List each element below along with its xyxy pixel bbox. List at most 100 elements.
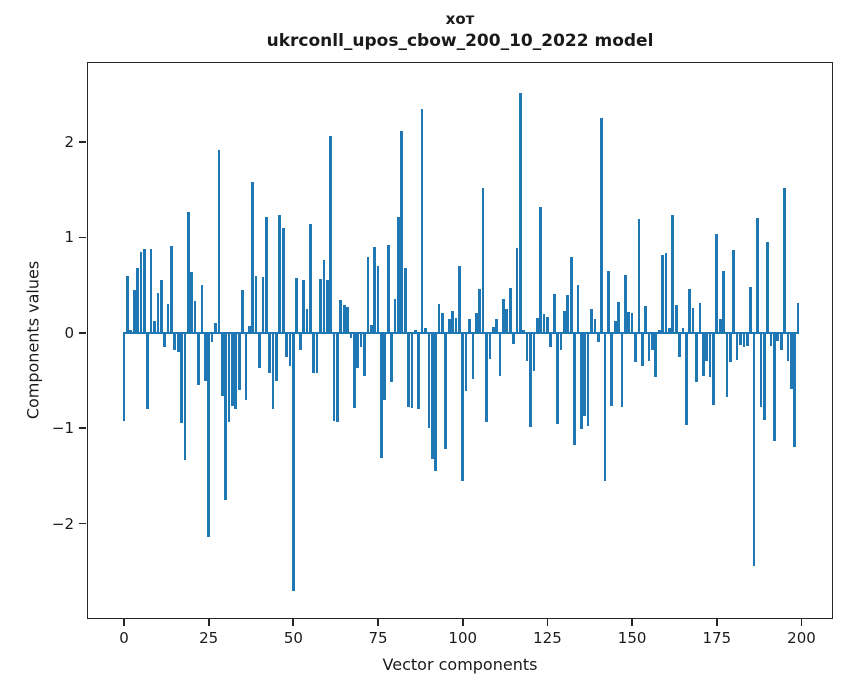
bar xyxy=(393,298,397,333)
bar xyxy=(220,332,224,396)
bar xyxy=(187,211,190,333)
bar xyxy=(749,287,753,333)
bar xyxy=(234,332,238,410)
bar xyxy=(729,332,732,363)
bar xyxy=(261,276,265,333)
bar xyxy=(783,187,786,333)
bar xyxy=(163,332,166,348)
y-tick-label: 0 xyxy=(64,323,74,342)
x-tick-label: 200 xyxy=(787,629,816,647)
bar xyxy=(386,245,390,333)
bar xyxy=(515,247,519,333)
y-tick-mark xyxy=(79,427,87,430)
bar xyxy=(342,305,346,333)
x-tick-label: 25 xyxy=(199,629,219,647)
bar xyxy=(701,332,705,376)
bar xyxy=(176,332,180,352)
title-line-2: ukrconll_upos_cbow_200_10_2022 model xyxy=(266,30,654,51)
bar xyxy=(376,266,380,333)
bar xyxy=(627,311,631,333)
bar xyxy=(725,332,729,397)
bar xyxy=(258,332,261,369)
x-tick-mark xyxy=(715,618,718,626)
y-tick-label: 1 xyxy=(64,228,74,247)
bar xyxy=(285,332,288,357)
bar xyxy=(678,332,681,357)
bar xyxy=(190,271,194,333)
bar xyxy=(603,332,607,481)
bar xyxy=(295,278,299,333)
bar xyxy=(430,332,434,459)
bar xyxy=(779,332,783,350)
bar xyxy=(573,332,576,446)
zero-baseline xyxy=(122,332,800,334)
bar xyxy=(126,275,129,333)
bar xyxy=(353,332,356,409)
x-tick-label: 75 xyxy=(368,629,388,647)
bar xyxy=(705,332,708,362)
bar xyxy=(745,332,749,347)
bar xyxy=(366,256,370,333)
bar xyxy=(447,319,451,333)
bar xyxy=(593,318,597,333)
bar xyxy=(789,332,793,390)
bar xyxy=(420,108,424,333)
bar xyxy=(569,256,573,333)
bar xyxy=(427,332,431,429)
bar xyxy=(579,332,583,430)
bar xyxy=(657,329,661,333)
y-tick-mark xyxy=(79,236,87,239)
bar xyxy=(518,92,522,333)
bar xyxy=(759,332,763,408)
bar xyxy=(417,332,421,410)
x-tick-label: 0 xyxy=(119,629,129,647)
bar xyxy=(468,318,471,333)
x-tick-label: 125 xyxy=(533,629,562,647)
x-tick-mark xyxy=(546,618,549,626)
bar xyxy=(292,332,295,592)
bar xyxy=(424,328,427,333)
bar xyxy=(156,292,160,333)
y-tick-mark xyxy=(79,141,87,144)
bar xyxy=(668,328,671,333)
bar xyxy=(180,332,183,424)
bar xyxy=(397,216,400,333)
bar xyxy=(522,329,526,333)
bar xyxy=(403,268,407,333)
bar xyxy=(308,224,312,333)
bar xyxy=(153,321,156,333)
bar xyxy=(203,332,207,381)
bar xyxy=(197,332,200,386)
x-axis-label: Vector components xyxy=(382,655,538,674)
bar xyxy=(464,332,468,391)
bar xyxy=(224,332,227,500)
x-tick-mark xyxy=(207,618,210,626)
bar xyxy=(756,218,759,333)
bar xyxy=(312,332,316,373)
bar xyxy=(708,332,712,377)
bar xyxy=(600,118,603,333)
x-tick-label: 150 xyxy=(617,629,647,647)
bar xyxy=(495,318,498,333)
bar xyxy=(458,266,461,333)
bar xyxy=(264,216,268,333)
y-axis-label: Components values xyxy=(23,260,43,420)
bar xyxy=(329,136,332,333)
bar xyxy=(271,332,275,410)
bar xyxy=(122,332,126,421)
bar xyxy=(315,332,319,373)
bar xyxy=(556,332,559,425)
x-tick-mark xyxy=(292,618,295,626)
bar xyxy=(766,242,769,333)
bar xyxy=(651,332,654,350)
bar xyxy=(647,332,651,362)
bar xyxy=(400,130,404,333)
bar xyxy=(644,306,648,333)
bar xyxy=(546,316,549,333)
bar xyxy=(552,293,556,333)
bar xyxy=(444,332,448,450)
bar xyxy=(752,332,756,566)
bar xyxy=(532,332,536,371)
bar xyxy=(796,303,800,333)
